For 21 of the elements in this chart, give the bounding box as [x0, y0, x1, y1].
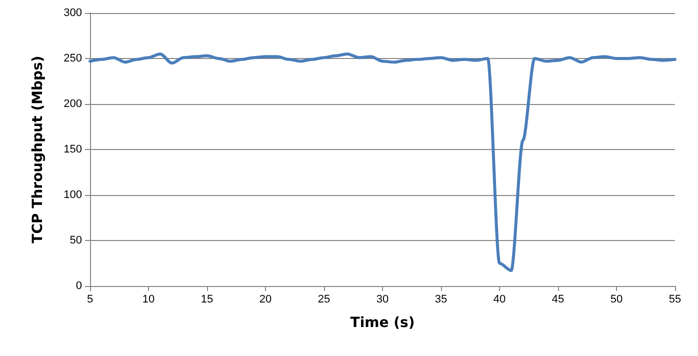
y-axis-title: TCP Throughput (Mbps) [30, 56, 46, 244]
y-tick-label: 250 [64, 52, 82, 64]
x-tick-label: 15 [200, 294, 214, 306]
x-tick-label: 45 [552, 294, 564, 306]
x-tick-label: 35 [434, 294, 448, 306]
x-axis-title: Time (s) [350, 315, 415, 331]
line-series [88, 52, 676, 272]
y-tick-label: 0 [76, 280, 82, 292]
x-tick-label: 5 [86, 294, 94, 306]
y-tick-label: 200 [64, 98, 82, 110]
x-tick-label: 55 [668, 294, 682, 306]
y-tick-label: 50 [70, 234, 82, 246]
x-tick-label: 20 [259, 294, 272, 306]
x-tick-label: 50 [610, 294, 623, 306]
y-tick-label: 100 [64, 189, 82, 201]
x-tick-label: 40 [493, 294, 506, 306]
y-tick-label: 300 [64, 7, 82, 19]
y-tick-label: 150 [64, 144, 82, 156]
x-tick-label: 10 [142, 294, 155, 306]
x-tick-label: 25 [318, 294, 330, 306]
x-tick-label: 30 [376, 294, 389, 306]
